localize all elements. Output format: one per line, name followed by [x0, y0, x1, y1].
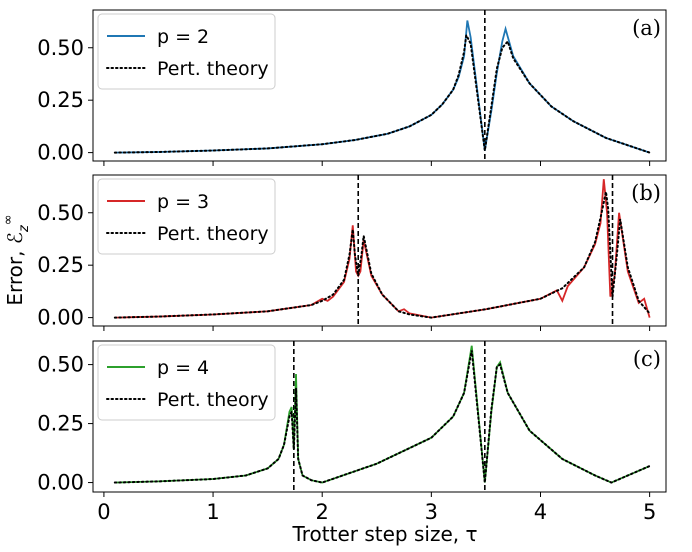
legend-box — [97, 344, 276, 421]
legend-label-theory: Pert. theory — [157, 389, 269, 411]
series-line — [114, 179, 651, 319]
y-tick-label: 0.50 — [37, 201, 84, 225]
y-axis-label-symbol: ℰ — [3, 232, 27, 244]
pert-theory-line — [113, 31, 651, 154]
y-tick-label: 0.00 — [37, 471, 84, 495]
pert-theory-line — [113, 191, 651, 319]
panel-1: 0.00 0.25 0.50 p = 2 Pert. theory (a) — [37, 9, 667, 166]
y-tick-label: 0.50 — [37, 36, 84, 60]
panels: 0.00 0.25 0.50 p = 2 Pert. theory (a) 0.00 0.25… — [37, 9, 667, 524]
x-tick-label: 0 — [97, 500, 110, 524]
panel-label: (b) — [631, 181, 661, 205]
y-axis-label-text: Error, — [3, 244, 27, 305]
y-tick-label: 0.25 — [37, 253, 84, 277]
panel-label: (c) — [633, 347, 661, 371]
panel-frame — [92, 174, 667, 327]
pert-theory-line — [113, 350, 651, 484]
panel-2: 0.00 0.25 0.50 p = 3 Pert. theory (b) — [37, 174, 667, 331]
y-axis-label: Error, ℰz∞ — [1, 214, 32, 305]
legend-label-theory: Pert. theory — [157, 58, 269, 80]
legend-label-series: p = 2 — [157, 26, 209, 48]
y-tick-label: 0.50 — [37, 353, 84, 377]
x-tick-label: 2 — [316, 500, 329, 524]
x-tick-label: 1 — [206, 500, 219, 524]
panel-3: 0.00 0.25 0.50 0 1 2 3 4 5 p = 4 Pert. theory (c) — [37, 340, 667, 524]
legend-box — [97, 13, 276, 90]
y-tick-label: 0.00 — [37, 141, 84, 165]
panel-frame — [92, 340, 667, 493]
y-axis-label-sup: ∞ — [1, 214, 16, 225]
panel-label: (a) — [632, 16, 661, 40]
y-tick-label: 0.25 — [37, 88, 84, 112]
legend-label-theory: Pert. theory — [157, 223, 269, 245]
legend-label-series: p = 3 — [157, 191, 209, 213]
x-tick-label: 5 — [643, 500, 656, 524]
y-tick-label: 0.25 — [37, 412, 84, 436]
legend-label-series: p = 4 — [157, 357, 209, 379]
y-tick-label: 0.00 — [37, 306, 84, 330]
y-axis-label-sub: z — [17, 224, 32, 233]
panel-frame — [92, 9, 667, 162]
legend-box — [97, 178, 276, 255]
x-tick-label: 3 — [425, 500, 438, 524]
x-tick-label: 4 — [534, 500, 547, 524]
x-axis-label: Trotter step size, τ — [291, 522, 477, 546]
